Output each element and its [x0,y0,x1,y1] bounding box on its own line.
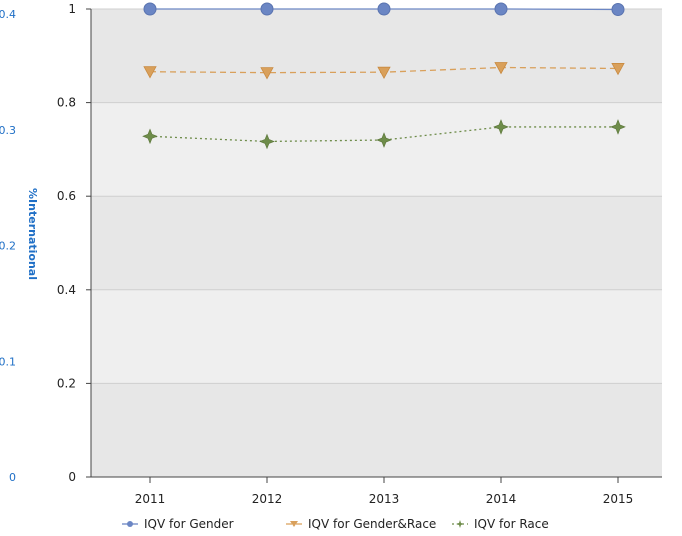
point-marker [610,119,626,135]
point-marker [376,132,392,148]
legend-label: IQV for Gender&Race [308,517,436,531]
legend-marker [127,521,133,527]
plot-band [91,196,662,290]
plot-band [91,289,662,384]
x-tick-label: 2013 [369,492,400,506]
series-iqv-for-gender [143,2,625,16]
legend-marker [290,521,298,527]
x-tick-label: 2011 [135,492,166,506]
plot-band [91,102,662,197]
y-tick-label: 1 [68,2,76,16]
secondary-tick-label: 0.4 [0,8,16,21]
point-marker [377,66,391,80]
series-iqv-for-race [142,119,626,150]
series-iqv-for-gender-race [143,62,625,80]
x-tick-label: 2015 [603,492,634,506]
legend-marker [456,520,464,528]
point-marker [142,128,158,145]
point-marker [494,62,508,75]
point-marker [260,2,274,16]
x-axis-ticks: 2011 2012 2013 2014 2015 [135,477,634,506]
plot-band [91,383,662,477]
secondary-tick-label: 0.2 [0,240,16,253]
plot-band [91,9,662,103]
point-marker [143,66,157,79]
point-marker [493,119,509,135]
point-marker [611,63,625,76]
point-marker [377,2,391,16]
series-line [149,126,618,143]
secondary-axis-title: %International [26,188,39,280]
y-tick-label: 0.2 [57,376,76,390]
x-tick-label: 2014 [486,492,517,506]
secondary-axis-ticks: 0 0.1 0.2 0.3 0.4 [0,8,16,484]
legend-label: IQV for Gender [144,517,234,531]
x-tick-label: 2012 [252,492,283,506]
secondary-tick-label: 0 [9,471,16,484]
legend-label: IQV for Race [474,517,549,531]
plot-background [91,9,662,477]
y-tick-label: 0.4 [57,283,76,297]
y-tick-label: 0.8 [57,96,76,110]
y-tick-label: 0.6 [57,189,76,203]
point-marker [494,2,508,16]
y-axis-ticks: 0 0.2 0.4 0.6 0.8 1 [57,2,91,484]
legend: IQV for Gender IQV for Gender&Race IQV for… [122,517,549,531]
secondary-tick-label: 0.1 [0,355,16,368]
series-layer [142,2,626,150]
point-marker [143,2,157,16]
point-marker [260,67,274,80]
y-tick-label: 0 [68,470,76,484]
point-marker [259,133,275,150]
secondary-tick-label: 0.3 [0,124,16,137]
point-marker [611,2,625,16]
